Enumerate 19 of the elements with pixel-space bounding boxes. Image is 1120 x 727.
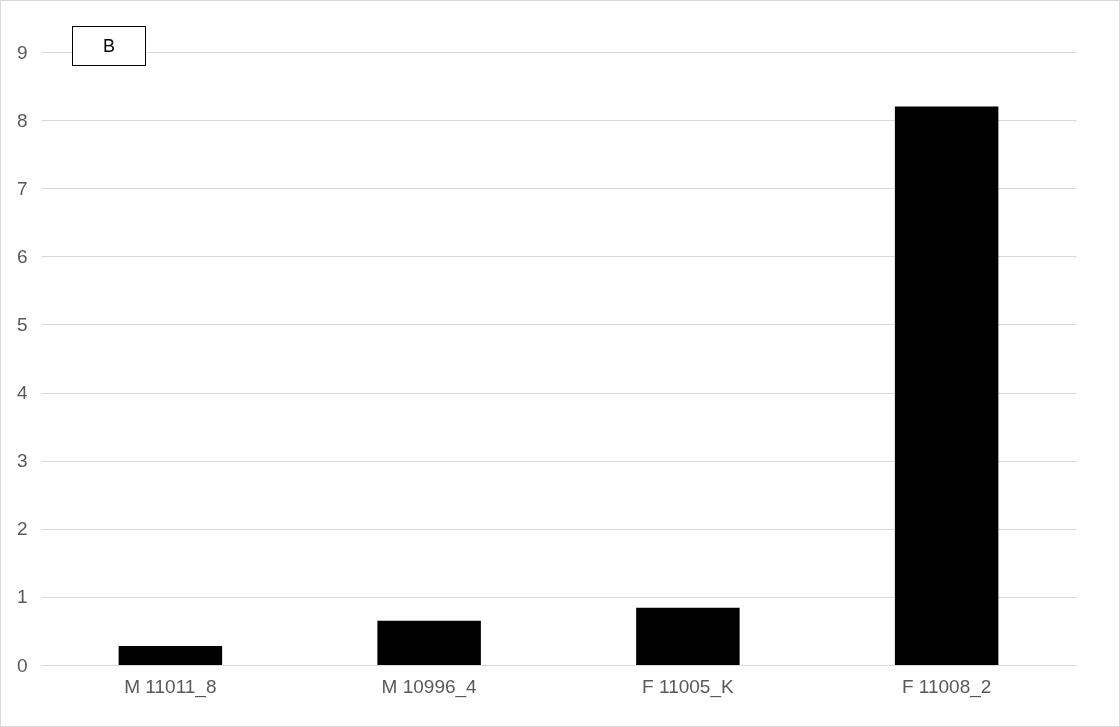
bar — [377, 620, 481, 665]
y-tick-label: 2 — [16, 518, 28, 540]
panel-letter-box: B — [72, 26, 146, 66]
y-tick-label: 1 — [16, 586, 28, 608]
x-tick-label: F 11008_2 — [901, 675, 992, 698]
x-tick-label: F 11005_K — [642, 675, 734, 698]
y-tick-label: 4 — [16, 382, 28, 404]
bar — [894, 106, 999, 665]
y-tick-label: 9 — [16, 41, 28, 63]
y-tick-label: 0 — [16, 654, 28, 676]
y-tick-label: 6 — [16, 245, 28, 267]
y-tick-label: 3 — [16, 450, 28, 472]
y-tick-label: 7 — [16, 177, 28, 199]
y-tick-label: 5 — [16, 313, 28, 335]
x-tick-label: M 10996_4 — [381, 675, 478, 698]
x-tick-label: M 11011_8 — [124, 675, 217, 698]
bar — [636, 607, 740, 665]
y-tick-label: 8 — [16, 109, 28, 131]
bar — [118, 645, 223, 665]
